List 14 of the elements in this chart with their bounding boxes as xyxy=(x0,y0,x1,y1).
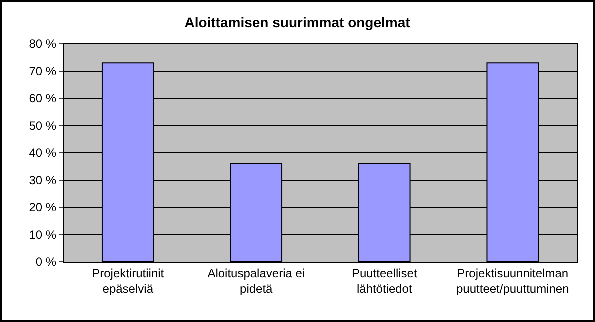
y-tick-label: 10 % xyxy=(29,228,57,242)
y-tick-label: 20 % xyxy=(29,200,57,215)
y-tick-label: 30 % xyxy=(29,173,57,188)
y-tick-label: 70 % xyxy=(29,64,57,78)
x-tick-label: Puutteelliset lähtötiedot xyxy=(352,266,418,296)
y-tick-label: 80 % xyxy=(29,37,57,52)
x-tick-label: Projektirutiinit epäselviä xyxy=(92,266,165,296)
x-tick-label: Aloituspalaveria ei pidetä xyxy=(208,266,306,296)
x-tick-label: Projektisuunnitelman puutteet/puuttuminen xyxy=(456,266,570,296)
chart-title: Aloittamisen suurimmat ongelmat xyxy=(184,14,411,31)
y-tick-label: 50 % xyxy=(29,118,57,133)
y-tick-label: 40 % xyxy=(29,146,57,160)
y-tick-label: 0 % xyxy=(36,255,57,270)
y-tick-label: 60 % xyxy=(29,92,57,106)
